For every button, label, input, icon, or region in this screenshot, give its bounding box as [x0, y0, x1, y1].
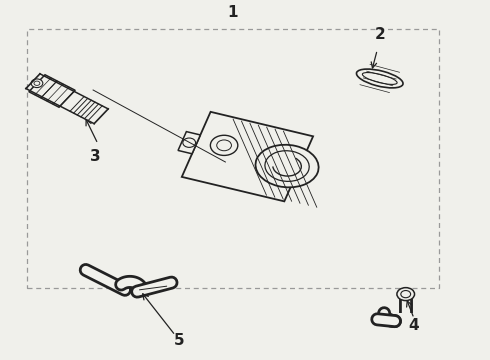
Text: 2: 2 — [374, 27, 385, 42]
Polygon shape — [178, 132, 200, 154]
Ellipse shape — [356, 69, 403, 88]
Bar — [27, 29, 439, 288]
Ellipse shape — [255, 145, 318, 187]
Circle shape — [183, 138, 196, 147]
Circle shape — [31, 79, 43, 87]
Ellipse shape — [265, 151, 309, 181]
Polygon shape — [29, 75, 75, 107]
Text: 3: 3 — [90, 149, 101, 164]
Circle shape — [217, 140, 231, 151]
Circle shape — [397, 288, 415, 301]
Polygon shape — [182, 112, 313, 201]
Ellipse shape — [363, 73, 397, 84]
Circle shape — [34, 81, 40, 85]
Text: 4: 4 — [409, 318, 419, 333]
Circle shape — [401, 291, 411, 298]
Text: 5: 5 — [173, 333, 184, 348]
Circle shape — [210, 135, 238, 156]
Text: 1: 1 — [227, 5, 238, 20]
